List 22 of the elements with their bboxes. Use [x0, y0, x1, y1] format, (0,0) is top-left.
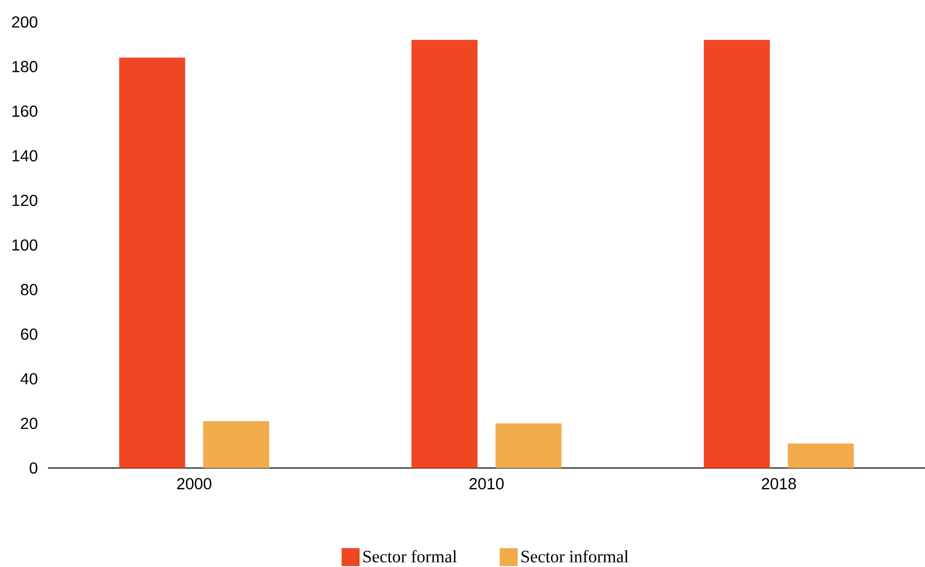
y-tick-label: 80: [20, 284, 38, 296]
x-tick-label: 2000: [177, 478, 212, 490]
y-tick-label: 100: [12, 239, 38, 251]
y-tick-label: 120: [12, 194, 38, 206]
y-tick-label: 60: [20, 328, 38, 340]
y-tick-label: 0: [30, 462, 38, 474]
bar: [203, 421, 270, 468]
bar: [496, 423, 562, 468]
y-tick-label: 200: [12, 16, 38, 28]
y-tick-label: 20: [20, 418, 38, 430]
bar: [119, 58, 186, 468]
bar: [412, 40, 478, 468]
y-tick-label: 140: [12, 150, 38, 162]
legend-label: Sector informal: [522, 550, 628, 562]
bar: [704, 40, 770, 468]
y-tick-label: 160: [12, 106, 38, 117]
x-tick-label: 2018: [762, 478, 796, 490]
bar: [788, 443, 854, 468]
legend-label: Sector formal: [363, 550, 457, 562]
x-tick-label: 2010: [470, 478, 504, 490]
y-tick-label: 40: [20, 373, 38, 384]
y-tick-label: 180: [12, 60, 38, 72]
